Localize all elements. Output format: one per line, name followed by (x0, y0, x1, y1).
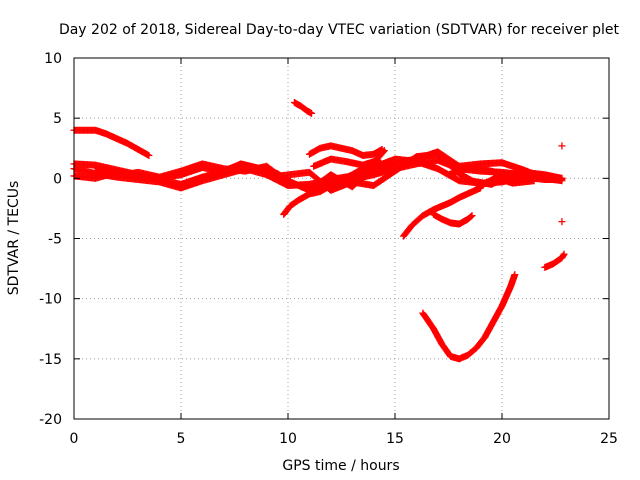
series-right-lower (466, 176, 538, 188)
axis-ticks (73, 57, 610, 420)
x-tick-label: 25 (600, 431, 618, 447)
series-top-left-arc (70, 126, 153, 159)
y-axis-title: SDTVAR / TECUs (6, 181, 22, 296)
series-main-band-d (91, 150, 549, 194)
chart-title: Day 202 of 2018, Sidereal Day-to-day VTE… (59, 22, 620, 38)
series-dip-short (430, 210, 476, 228)
series-mid-arc-13 (310, 155, 395, 178)
y-tick-label: -20 (39, 412, 62, 428)
y-tick-label: 0 (53, 171, 62, 187)
y-tick-label: -15 (39, 352, 62, 368)
data-marks (70, 99, 568, 363)
y-tick-label: 10 (44, 51, 62, 67)
series-right-upper (445, 164, 566, 182)
series-upper-arc-12 (305, 142, 386, 159)
x-tick-label: 10 (279, 431, 297, 447)
x-tick-label: 0 (70, 431, 79, 447)
tick-labels: 0 5 10 15 20 25 -20 -15 -10 -5 0 5 10 (39, 51, 618, 447)
x-tick-label: 15 (386, 431, 404, 447)
y-tick-label: 5 (53, 111, 62, 127)
x-tick-label: 20 (493, 431, 511, 447)
y-tick-label: -10 (39, 292, 62, 308)
x-tick-label: 5 (177, 431, 186, 447)
series-end-segment (541, 250, 568, 271)
y-tick-label: -5 (48, 232, 62, 248)
series-short-high (290, 99, 316, 117)
grid (74, 58, 609, 419)
series-dip-15-17 (400, 184, 485, 240)
series-v-curve (419, 271, 519, 363)
x-axis-title: GPS time / hours (282, 458, 399, 474)
series-isolated (558, 142, 566, 226)
